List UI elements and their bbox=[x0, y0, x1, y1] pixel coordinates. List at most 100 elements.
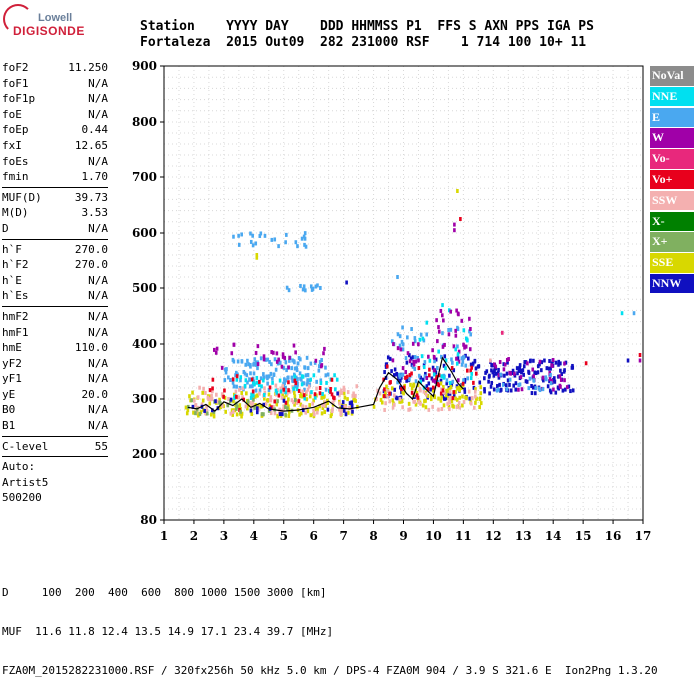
echo-point bbox=[186, 408, 190, 413]
echo-point bbox=[435, 318, 438, 323]
echo-point bbox=[198, 411, 202, 416]
echo-point bbox=[469, 368, 473, 373]
echo-point bbox=[226, 403, 230, 408]
echo-point bbox=[502, 362, 506, 367]
echo-point bbox=[311, 401, 315, 406]
echo-point bbox=[308, 403, 311, 408]
echo-point bbox=[285, 232, 288, 237]
echo-point bbox=[273, 357, 277, 362]
echo-point bbox=[434, 370, 438, 375]
echo-point bbox=[299, 357, 302, 362]
echo-point bbox=[273, 399, 277, 404]
echo-point bbox=[292, 388, 296, 393]
legend-item: E bbox=[650, 107, 694, 128]
echo-point bbox=[281, 412, 284, 417]
echo-point bbox=[466, 338, 469, 343]
echo-point bbox=[220, 365, 224, 370]
y-tick-label: 400 bbox=[132, 337, 157, 351]
echo-point bbox=[508, 377, 512, 382]
auto-info-line: Auto: bbox=[2, 460, 36, 474]
echo-point bbox=[279, 386, 283, 391]
echo-point bbox=[296, 382, 299, 387]
echo-point bbox=[412, 362, 416, 367]
echo-point bbox=[244, 404, 248, 409]
echo-point bbox=[457, 400, 461, 405]
echo-point bbox=[352, 391, 355, 396]
echo-point bbox=[520, 387, 524, 392]
echo-point bbox=[319, 285, 322, 290]
echo-point bbox=[524, 360, 528, 365]
echo-point bbox=[251, 384, 254, 389]
echo-point bbox=[549, 381, 553, 386]
echo-point bbox=[300, 236, 304, 241]
echo-point bbox=[446, 401, 449, 406]
echo-point bbox=[460, 356, 464, 361]
echo-point bbox=[428, 358, 432, 363]
echo-point bbox=[276, 387, 279, 392]
trace-line bbox=[187, 356, 464, 412]
echo-point bbox=[330, 392, 334, 397]
echo-point bbox=[462, 400, 466, 405]
echo-point bbox=[245, 406, 249, 411]
echo-point bbox=[483, 376, 486, 381]
param-separator bbox=[2, 456, 108, 458]
echo-point bbox=[439, 391, 443, 396]
echo-point bbox=[447, 327, 450, 332]
echo-point bbox=[522, 372, 525, 377]
echo-point bbox=[344, 412, 348, 417]
echo-point bbox=[303, 396, 307, 401]
echo-point bbox=[331, 400, 335, 405]
echo-point bbox=[532, 358, 535, 363]
echo-point bbox=[372, 404, 376, 409]
echo-point bbox=[225, 367, 228, 372]
legend-item: NoVal bbox=[650, 66, 694, 86]
echo-point bbox=[433, 395, 437, 400]
echo-point bbox=[241, 386, 245, 391]
echo-point bbox=[212, 414, 216, 419]
echo-point bbox=[437, 325, 440, 330]
echo-point bbox=[309, 413, 313, 418]
echo-point bbox=[520, 370, 523, 375]
param-name: h`E bbox=[2, 273, 22, 287]
echo-point bbox=[258, 379, 261, 384]
echo-point bbox=[407, 407, 410, 412]
echo-point bbox=[333, 373, 336, 378]
echo-point bbox=[346, 390, 350, 395]
echo-point bbox=[456, 378, 460, 383]
echo-point bbox=[231, 409, 235, 414]
echo-point bbox=[298, 371, 302, 376]
echo-point bbox=[284, 400, 288, 405]
echo-point bbox=[185, 411, 189, 416]
echo-point bbox=[513, 371, 516, 376]
echo-point bbox=[246, 380, 249, 385]
echo-point bbox=[461, 394, 464, 399]
echo-point bbox=[474, 400, 477, 405]
echo-point bbox=[312, 373, 316, 378]
echo-point bbox=[265, 398, 269, 403]
echo-point bbox=[447, 404, 451, 409]
param-row: h`F 270.0 bbox=[2, 242, 108, 258]
echo-point bbox=[295, 387, 299, 392]
echo-point bbox=[541, 387, 545, 392]
echo-point bbox=[567, 384, 571, 389]
echo-point bbox=[201, 390, 204, 395]
echo-point bbox=[564, 360, 568, 365]
echo-point bbox=[277, 393, 281, 398]
echo-point bbox=[457, 359, 461, 364]
echo-point bbox=[524, 379, 528, 384]
echo-point bbox=[230, 351, 234, 356]
echo-point bbox=[271, 380, 274, 385]
echo-point bbox=[415, 393, 419, 398]
echo-point bbox=[559, 368, 562, 373]
echo-point bbox=[439, 378, 443, 383]
param-row: M(D) 3.53 bbox=[2, 205, 108, 221]
echo-point bbox=[433, 359, 436, 364]
echo-point bbox=[474, 371, 478, 376]
echo-point bbox=[351, 409, 354, 414]
param-value: N/A bbox=[88, 403, 108, 417]
echo-point bbox=[441, 388, 445, 393]
echo-point bbox=[282, 389, 285, 394]
echo-point bbox=[184, 405, 188, 410]
echo-point bbox=[549, 366, 552, 371]
legend-item: W bbox=[650, 128, 694, 148]
